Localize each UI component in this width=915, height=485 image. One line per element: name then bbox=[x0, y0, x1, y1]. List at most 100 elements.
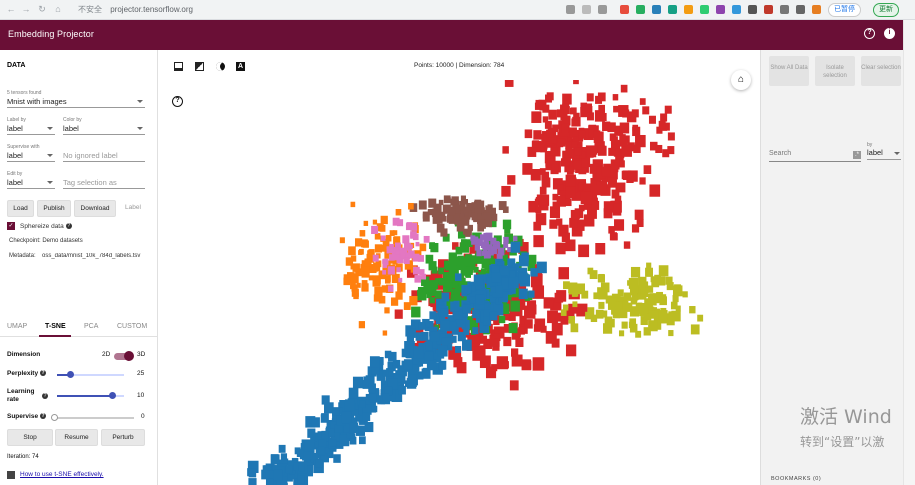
embedding-point[interactable] bbox=[489, 335, 500, 347]
embedding-point[interactable] bbox=[653, 311, 663, 322]
night-mode-icon[interactable] bbox=[195, 62, 204, 71]
embedding-point[interactable] bbox=[601, 310, 608, 318]
embedding-point[interactable] bbox=[634, 209, 644, 220]
embedding-point[interactable] bbox=[462, 339, 472, 351]
embedding-point[interactable] bbox=[667, 314, 673, 321]
embedding-point[interactable] bbox=[593, 131, 604, 143]
embedding-point[interactable] bbox=[402, 235, 410, 244]
embedding-point[interactable] bbox=[422, 211, 429, 219]
embedding-point[interactable] bbox=[675, 305, 681, 312]
embedding-point[interactable] bbox=[421, 276, 430, 287]
embedding-point[interactable] bbox=[578, 204, 585, 212]
embedding-point[interactable] bbox=[502, 219, 512, 230]
embedding-point[interactable] bbox=[440, 308, 449, 318]
embedding-point[interactable] bbox=[352, 376, 364, 389]
embedding-point[interactable] bbox=[403, 359, 413, 370]
embedding-point[interactable] bbox=[474, 319, 484, 331]
embedding-point[interactable] bbox=[512, 354, 523, 367]
embedding-point[interactable] bbox=[423, 235, 430, 243]
settings-icon[interactable]: i bbox=[884, 28, 895, 39]
embedding-point[interactable] bbox=[571, 141, 578, 149]
embedding-point[interactable] bbox=[344, 399, 355, 411]
embedding-point[interactable] bbox=[552, 193, 559, 201]
embedding-point[interactable] bbox=[662, 149, 670, 158]
extension-icon[interactable] bbox=[780, 5, 789, 14]
embedding-point[interactable] bbox=[639, 177, 646, 185]
extension-icon[interactable] bbox=[812, 5, 821, 14]
embedding-point[interactable] bbox=[585, 311, 592, 320]
embedding-point[interactable] bbox=[557, 184, 564, 191]
embedding-point[interactable] bbox=[438, 199, 444, 206]
embedding-point[interactable] bbox=[658, 120, 666, 129]
embedding-point[interactable] bbox=[504, 80, 514, 87]
embedding-point[interactable] bbox=[591, 200, 600, 210]
embedding-point[interactable] bbox=[410, 231, 417, 239]
embedding-point[interactable] bbox=[632, 124, 639, 132]
embedding-point[interactable] bbox=[511, 348, 519, 357]
embedding-point[interactable] bbox=[360, 263, 367, 272]
embedding-point[interactable] bbox=[428, 287, 437, 297]
embedding-point[interactable] bbox=[532, 140, 539, 148]
embedding-point[interactable] bbox=[563, 281, 570, 290]
slider-knob[interactable] bbox=[67, 371, 75, 378]
embedding-point[interactable] bbox=[530, 169, 541, 181]
embedding-point[interactable] bbox=[563, 304, 569, 311]
embedding-point[interactable] bbox=[538, 143, 545, 152]
embedding-point[interactable] bbox=[449, 346, 462, 360]
embedding-point[interactable] bbox=[358, 250, 363, 255]
moon-icon[interactable] bbox=[216, 62, 225, 71]
embedding-point[interactable] bbox=[382, 262, 388, 268]
embedding-point[interactable] bbox=[631, 224, 640, 233]
embedding-point[interactable] bbox=[550, 147, 558, 156]
embedding-point[interactable] bbox=[426, 359, 437, 371]
embedding-point[interactable] bbox=[333, 438, 344, 449]
embedding-point[interactable] bbox=[352, 263, 360, 272]
embedding-point[interactable] bbox=[629, 287, 638, 296]
embedding-point[interactable] bbox=[369, 393, 377, 403]
embedding-point[interactable] bbox=[518, 326, 525, 335]
embedding-point[interactable] bbox=[635, 134, 646, 148]
embedding-point[interactable] bbox=[443, 282, 452, 293]
embedding-point[interactable] bbox=[330, 421, 337, 429]
embedding-point[interactable] bbox=[533, 130, 542, 140]
embedding-point[interactable] bbox=[423, 285, 432, 295]
embedding-point[interactable] bbox=[482, 241, 489, 250]
embedding-point[interactable] bbox=[358, 321, 366, 329]
embedding-point[interactable] bbox=[364, 258, 372, 267]
embedding-point[interactable] bbox=[382, 238, 390, 247]
embedding-point[interactable] bbox=[540, 325, 547, 333]
show-all-data-button[interactable]: Show All Data bbox=[769, 56, 809, 86]
embedding-point[interactable] bbox=[401, 348, 410, 358]
embedding-point[interactable] bbox=[272, 465, 280, 473]
embedding-point[interactable] bbox=[467, 266, 474, 273]
embedding-point[interactable] bbox=[611, 200, 622, 213]
extension-icon[interactable] bbox=[684, 5, 693, 14]
embedding-point[interactable] bbox=[615, 301, 623, 310]
embedding-point[interactable] bbox=[531, 111, 542, 123]
extension-icon[interactable] bbox=[732, 5, 741, 14]
embedding-point[interactable] bbox=[372, 219, 378, 225]
embedding-point[interactable] bbox=[658, 265, 669, 277]
embedding-point[interactable] bbox=[496, 276, 506, 287]
embedding-point[interactable] bbox=[586, 112, 594, 121]
embedding-point[interactable] bbox=[518, 255, 529, 267]
embedding-point[interactable] bbox=[310, 452, 319, 463]
embedding-point[interactable] bbox=[280, 453, 288, 461]
embedding-point[interactable] bbox=[539, 186, 547, 195]
home-browser-icon[interactable]: ⌂ bbox=[55, 4, 61, 14]
embedding-point[interactable] bbox=[572, 301, 578, 308]
embedding-point[interactable] bbox=[578, 182, 587, 191]
embedding-point[interactable] bbox=[448, 265, 459, 277]
embedding-point[interactable] bbox=[459, 204, 466, 211]
embedding-point[interactable] bbox=[438, 362, 445, 370]
embedding-point[interactable] bbox=[376, 370, 386, 381]
embedding-point[interactable] bbox=[545, 94, 553, 103]
embedding-point[interactable] bbox=[490, 237, 497, 245]
embedding-point[interactable] bbox=[689, 306, 696, 314]
embedding-point[interactable] bbox=[364, 421, 374, 433]
embedding-point[interactable] bbox=[304, 440, 315, 452]
embedding-point[interactable] bbox=[350, 282, 356, 290]
embedding-point[interactable] bbox=[489, 258, 496, 266]
embedding-point[interactable] bbox=[629, 306, 639, 317]
embedding-point[interactable] bbox=[454, 283, 463, 293]
